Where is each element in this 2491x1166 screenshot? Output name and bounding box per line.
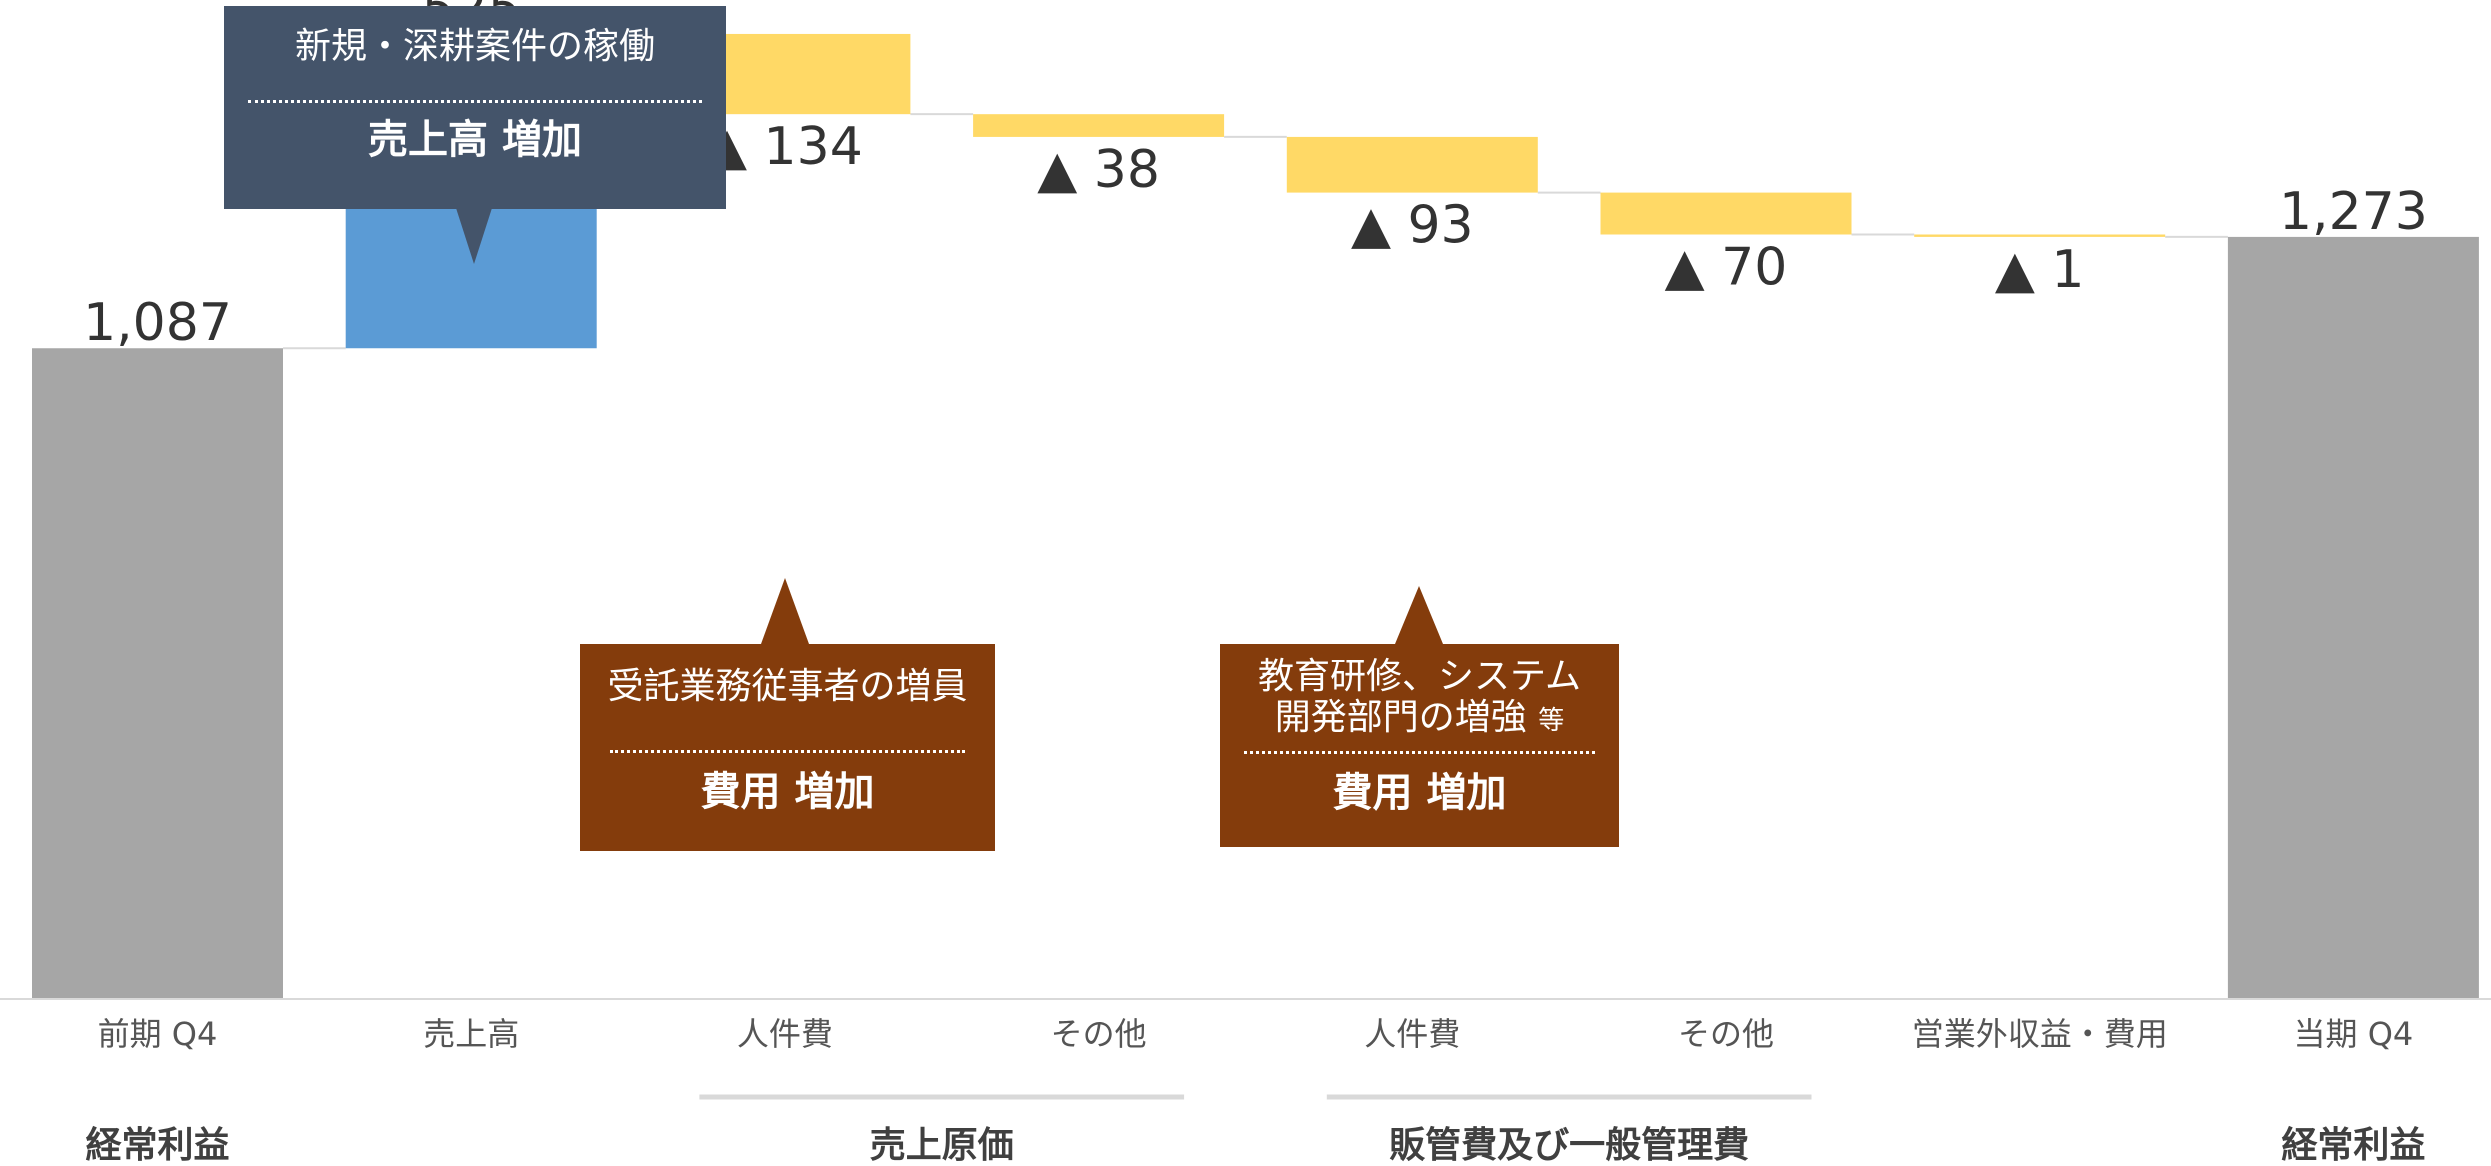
value-label: ▲ 134	[707, 117, 863, 177]
group-label: 経常利益	[85, 1125, 229, 1166]
group-label: 売上原価	[870, 1125, 1014, 1166]
callout-cost-left-heading: 費用 増加	[700, 769, 875, 815]
category-label: 人件費	[737, 1015, 833, 1053]
value-label: ▲ 38	[1037, 140, 1160, 200]
bar-total	[32, 348, 283, 999]
group-label: 経常利益	[2281, 1125, 2425, 1166]
callout-cost-right-reason-1: 教育研修、システム	[1258, 656, 1581, 697]
callout-revenue-increase: 新規・深耕案件の稼働 売上高 増加	[224, 6, 726, 209]
callout-cost-left: 受託業務従事者の増員 費用 増加	[580, 644, 995, 851]
value-label: ▲ 93	[1351, 196, 1474, 256]
bar-decrease	[1600, 192, 1852, 235]
callout-revenue-heading: 売上高 増加	[368, 117, 582, 163]
callout-revenue-reason: 新規・深耕案件の稼働	[294, 26, 655, 67]
callout-separator	[1244, 751, 1595, 754]
callout-top-pointer	[456, 208, 492, 264]
callout-cost-right-reason-2-wrap: 開発部門の増強 等	[1220, 698, 1619, 741]
bar-decrease	[1286, 136, 1538, 193]
callout-separator	[248, 100, 702, 103]
value-label: 1,087	[83, 293, 232, 353]
callout-right-pointer	[1395, 586, 1443, 644]
value-label: ▲ 1	[1995, 240, 2085, 300]
category-label: その他	[1051, 1015, 1147, 1053]
category-label: その他	[1678, 1015, 1774, 1053]
category-label: 営業外収益・費用	[1912, 1015, 2168, 1053]
callout-cost-right-suffix: 等	[1538, 706, 1565, 736]
category-label: 前期 Q4	[98, 1015, 218, 1053]
bar-total	[2227, 236, 2479, 999]
callout-cost-right: 教育研修、システム 開発部門の増強 等 費用 増加	[1220, 644, 1619, 847]
category-label: 人件費	[1364, 1015, 1460, 1053]
category-label: 売上高	[423, 1015, 519, 1053]
value-label: ▲ 70	[1665, 238, 1788, 298]
callout-cost-right-heading: 費用 増加	[1332, 770, 1507, 816]
callout-cost-right-reason-2: 開発部門の増強	[1274, 697, 1527, 738]
bar-decrease	[1914, 234, 2166, 237]
callout-separator	[610, 750, 965, 753]
group-label: 販管費及び一般管理費	[1389, 1125, 1749, 1166]
bar-decrease	[973, 114, 1225, 137]
category-label: 当期 Q4	[2294, 1015, 2414, 1053]
value-label: 1,273	[2279, 182, 2428, 242]
callout-cost-left-reason: 受託業務従事者の増員	[607, 666, 968, 707]
callout-left-pointer	[761, 578, 809, 644]
